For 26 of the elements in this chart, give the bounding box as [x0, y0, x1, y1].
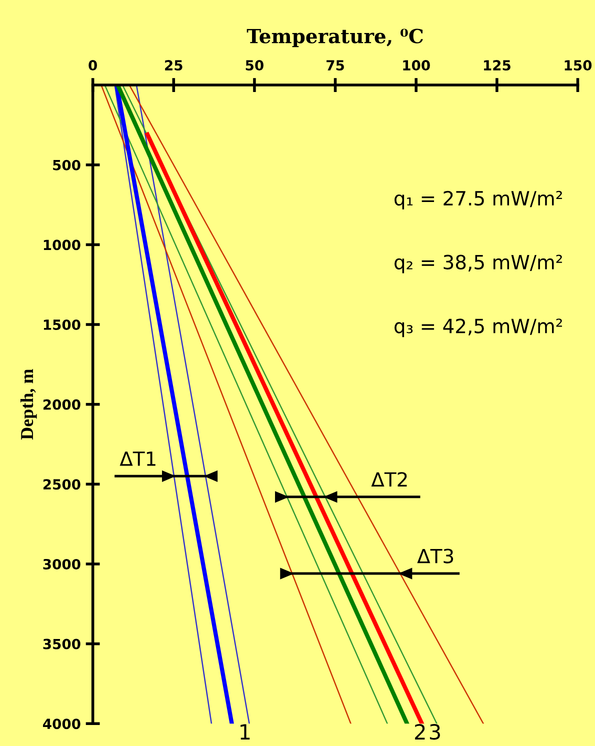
- annotation: ΔT3: [417, 548, 454, 564]
- annotation: ΔT2: [371, 472, 407, 486]
- x-tick-label: 50: [246, 60, 264, 71]
- x-tick-label: 75: [326, 60, 344, 71]
- y-tick-label: 1000: [44, 240, 80, 250]
- annotation: q₁ = 27.5 mW/m²: [394, 190, 562, 210]
- y-tick-label: 3500: [43, 638, 80, 650]
- series-label: 3: [430, 724, 440, 740]
- x-tick-label: 25: [165, 60, 182, 71]
- y-tick-label: 4000: [42, 718, 80, 730]
- y-tick-label: 2000: [43, 399, 80, 410]
- y-tick-label: 2500: [43, 479, 80, 490]
- y-tick-label: 500: [53, 160, 80, 170]
- x-axis-title: Temperature, ⁰C: [246, 28, 423, 48]
- y-tick-label: 3000: [43, 558, 80, 570]
- series-label: 2: [415, 724, 425, 740]
- x-tick-label: 125: [484, 60, 510, 71]
- x-tick-label: 100: [403, 60, 430, 71]
- y-axis-title: Depth, m: [20, 369, 37, 440]
- x-tick-label: 150: [564, 60, 592, 71]
- x-tick-label: 0: [88, 60, 97, 71]
- annotation: ΔT1: [120, 452, 156, 466]
- series-label: 1: [240, 724, 250, 740]
- annotation: q₂ = 38,5 mW/m²: [394, 254, 562, 274]
- annotation: q₃ = 42,5 mW/m²: [394, 318, 562, 338]
- y-tick-label: 1500: [44, 319, 80, 330]
